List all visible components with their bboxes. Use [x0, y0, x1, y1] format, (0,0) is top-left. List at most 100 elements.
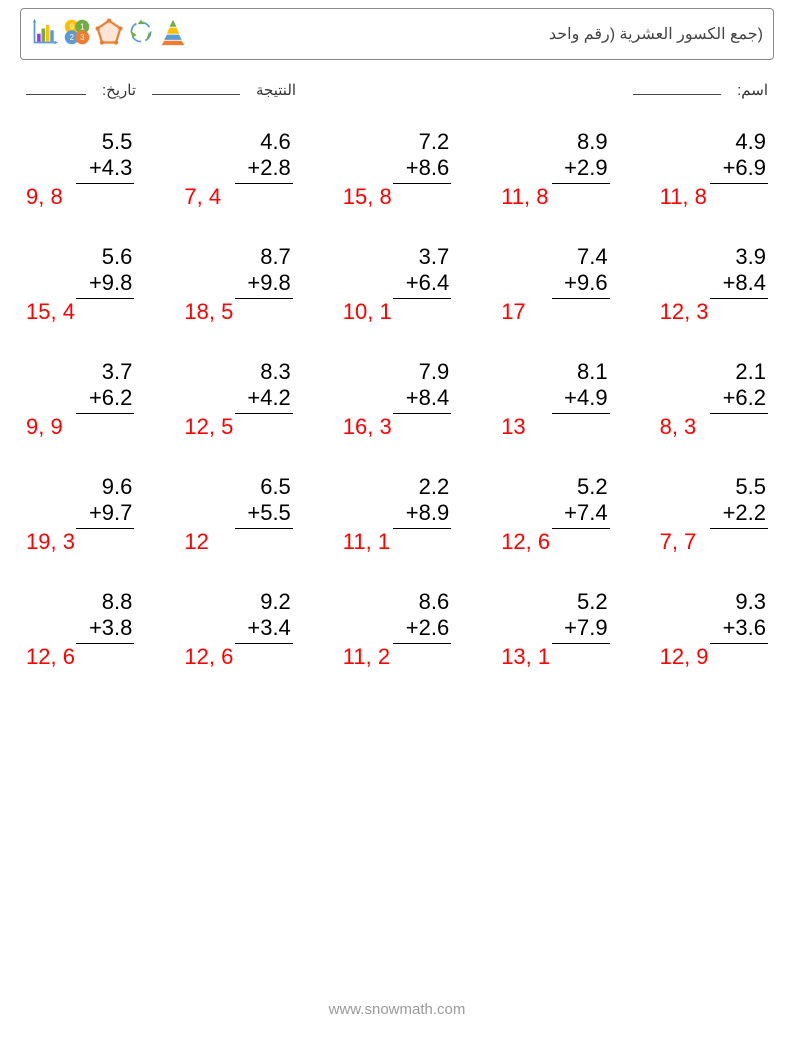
problem-cell: 8.8+3.812, 6 — [26, 589, 134, 670]
svg-text:2: 2 — [70, 32, 74, 41]
answer-text: 10, 1 — [343, 299, 392, 325]
addend-top: 8.9 — [577, 129, 610, 155]
answer-text: 12, 6 — [501, 529, 550, 555]
problem-cell: 9.2+3.4 12, 6 — [184, 589, 292, 670]
answer-text: 12 — [184, 529, 208, 555]
addend-top: 9.3 — [735, 589, 768, 615]
answer-text: 13 — [501, 414, 525, 440]
problem-cell: 9.6+9.719, 3 — [26, 474, 134, 555]
sum-rule — [710, 298, 768, 299]
problem-cell: 6.5+5.512 — [184, 474, 292, 555]
answer-text: 8, 3 — [660, 414, 697, 440]
answer-text: 11, 8 — [660, 184, 707, 210]
addend-bottom: +7.9 — [564, 615, 609, 641]
pentagon-icon — [95, 18, 123, 51]
sum-rule — [552, 528, 610, 529]
answer-text: 12, 6 — [26, 644, 75, 670]
problem-cell: 7.9+8.416, 3 — [343, 359, 451, 440]
date-line — [26, 80, 86, 95]
sum-rule — [393, 298, 451, 299]
sum-rule — [552, 413, 610, 414]
answer-text: 7, 4 — [184, 184, 221, 210]
answer-text: 12, 3 — [660, 299, 709, 325]
date-score-area: النتيجة تاريخ: — [26, 80, 296, 99]
problem-cell: 8.1+4.9 13 — [501, 359, 609, 440]
addend-top: 7.9 — [419, 359, 452, 385]
sum-rule — [710, 528, 768, 529]
header-bar: 9123 (جمع الكسور العشرية (رقم واحد — [20, 8, 774, 60]
addend-top: 3.7 — [419, 244, 452, 270]
addend-top: 8.8 — [102, 589, 135, 615]
answer-text: 9, 8 — [26, 184, 63, 210]
addend-bottom: +8.4 — [723, 270, 768, 296]
name-label: اسم: — [737, 81, 768, 99]
addend-bottom: +3.6 — [723, 615, 768, 641]
sum-rule — [235, 413, 293, 414]
addend-bottom: +2.8 — [247, 155, 292, 181]
footer-url: www.snowmath.com — [0, 1001, 794, 1018]
sum-rule — [552, 298, 610, 299]
problem-cell: 7.4+9.617 — [501, 244, 609, 325]
chart-icon — [31, 18, 59, 51]
addend-bottom: +6.9 — [723, 155, 768, 181]
addend-bottom: +2.6 — [406, 615, 451, 641]
sum-rule — [393, 413, 451, 414]
sum-rule — [76, 643, 134, 644]
sum-rule — [235, 183, 293, 184]
answer-text: 15, 8 — [343, 184, 392, 210]
sum-rule — [76, 413, 134, 414]
answer-text: 11, 1 — [343, 529, 390, 555]
problem-cell: 5.5+2.27, 7 — [660, 474, 768, 555]
addend-bottom: +6.2 — [89, 385, 134, 411]
name-field-area: اسم: — [633, 80, 768, 99]
problem-cell: 2.2+8.911, 1 — [343, 474, 451, 555]
svg-text:9: 9 — [70, 22, 74, 31]
addend-bottom: +4.9 — [564, 385, 609, 411]
pyramid-icon — [159, 18, 187, 51]
addend-bottom: +4.3 — [89, 155, 134, 181]
addend-top: 3.7 — [102, 359, 135, 385]
answer-text: 19, 3 — [26, 529, 75, 555]
sum-rule — [76, 183, 134, 184]
problem-cell: 5.2+7.9 13, 1 — [501, 589, 609, 670]
addend-top: 4.9 — [735, 129, 768, 155]
sum-rule — [235, 643, 293, 644]
addend-top: 8.1 — [577, 359, 610, 385]
sum-rule — [235, 528, 293, 529]
problem-cell: 5.2+7.4 12, 6 — [501, 474, 609, 555]
answer-text: 12, 9 — [660, 644, 709, 670]
sum-rule — [710, 183, 768, 184]
addend-top: 8.7 — [260, 244, 293, 270]
addend-top: 3.9 — [735, 244, 768, 270]
addend-top: 9.2 — [260, 589, 293, 615]
addend-top: 5.2 — [577, 589, 610, 615]
answer-text: 9, 9 — [26, 414, 63, 440]
problem-cell: 5.6+9.815, 4 — [26, 244, 134, 325]
addend-bottom: +3.4 — [247, 615, 292, 641]
addend-top: 5.2 — [577, 474, 610, 500]
addend-bottom: +9.8 — [89, 270, 134, 296]
addend-top: 4.6 — [260, 129, 293, 155]
answer-text: 12, 6 — [184, 644, 233, 670]
addend-bottom: +7.4 — [564, 500, 609, 526]
sum-rule — [76, 528, 134, 529]
addend-top: 5.6 — [102, 244, 135, 270]
sum-rule — [552, 643, 610, 644]
problem-cell: 7.2+8.615, 8 — [343, 129, 451, 210]
problem-cell: 8.7+9.818, 5 — [184, 244, 292, 325]
addend-top: 8.3 — [260, 359, 293, 385]
answer-text: 11, 2 — [343, 644, 390, 670]
problem-cell: 9.3+3.6 12, 9 — [660, 589, 768, 670]
addend-top: 2.2 — [419, 474, 452, 500]
addend-top: 5.5 — [102, 129, 135, 155]
problems-grid: 5.5+4.3 9, 8 4.6+2.8 7, 4 7.2+8.615, 8 8.9 +2.… — [20, 129, 774, 670]
addend-bottom: +9.6 — [564, 270, 609, 296]
sum-rule — [393, 643, 451, 644]
problem-cell: 2.1+6.28, 3 — [660, 359, 768, 440]
addend-top: 7.4 — [577, 244, 610, 270]
header-icons: 9123 — [31, 18, 187, 51]
worksheet-title: (جمع الكسور العشرية (رقم واحد — [549, 24, 763, 44]
grid-numbers-icon: 9123 — [63, 18, 91, 51]
sum-rule — [710, 643, 768, 644]
answer-text: 13, 1 — [501, 644, 550, 670]
